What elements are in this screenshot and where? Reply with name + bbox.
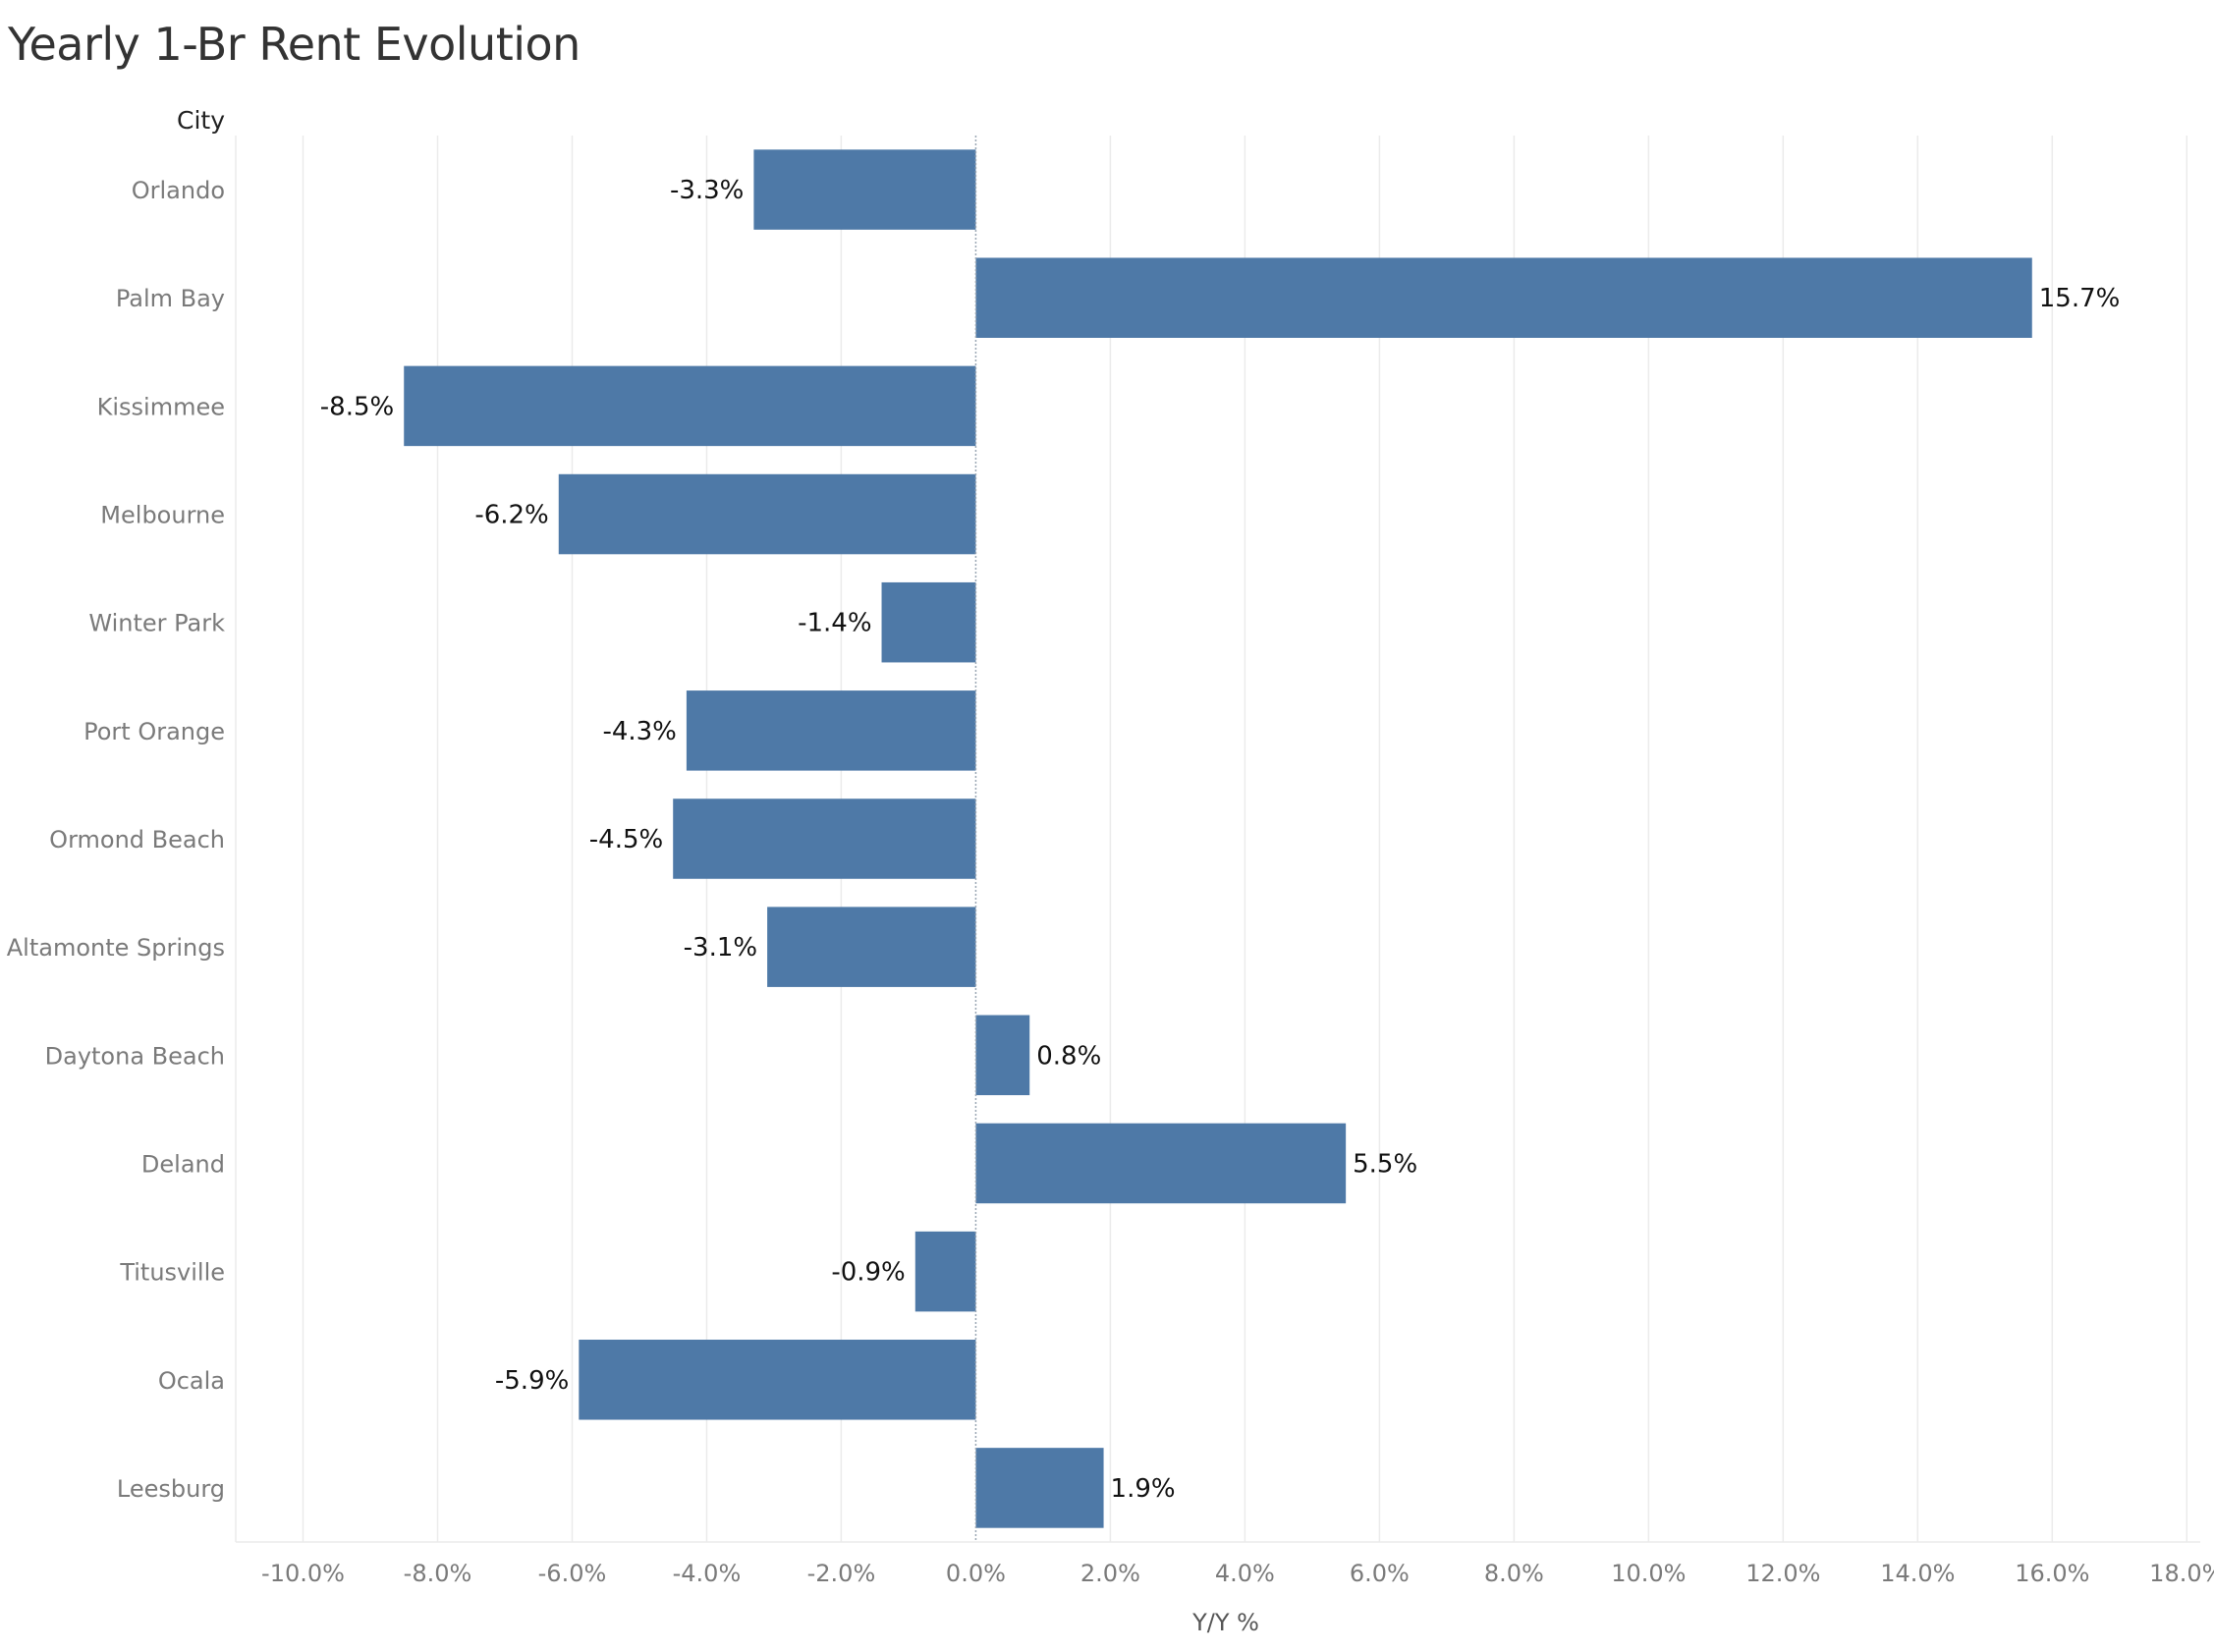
category-label: Orlando xyxy=(132,177,225,204)
x-tick-label: 14.0% xyxy=(1880,1560,1955,1587)
x-tick-label: 10.0% xyxy=(1611,1560,1686,1587)
category-label: Winter Park xyxy=(88,610,225,637)
bars xyxy=(404,149,2032,1528)
category-label: Melbourne xyxy=(100,502,225,529)
row-header: City xyxy=(177,106,225,135)
bar xyxy=(404,365,976,447)
data-label: -5.9% xyxy=(495,1366,569,1396)
x-tick-label: 6.0% xyxy=(1350,1560,1410,1587)
x-tick-label: 12.0% xyxy=(1745,1560,1820,1587)
data-label: 5.5% xyxy=(1353,1149,1417,1179)
data-label: -4.5% xyxy=(589,825,663,854)
gridlines xyxy=(235,136,2200,1543)
x-tick-label: -6.0% xyxy=(538,1560,607,1587)
data-label: -6.2% xyxy=(474,501,548,530)
bar xyxy=(881,581,976,663)
x-tick-label: -4.0% xyxy=(673,1560,742,1587)
data-label: -8.5% xyxy=(320,392,394,421)
bar xyxy=(558,473,976,555)
data-label: -1.4% xyxy=(798,609,871,638)
category-label: Port Orange xyxy=(83,718,225,745)
bar xyxy=(914,1231,976,1312)
x-tick-label: 18.0% xyxy=(2149,1560,2214,1587)
bar xyxy=(767,907,976,987)
x-tick-label: -10.0% xyxy=(261,1560,345,1587)
data-label: -3.1% xyxy=(684,933,757,963)
bar xyxy=(975,1123,1347,1204)
bar xyxy=(673,798,976,879)
x-tick-label: 4.0% xyxy=(1215,1560,1275,1587)
data-labels: -3.3% 15.7% -8.5% -6.2% -1.4% -4.3% -4.5% -3.1%… xyxy=(320,176,2121,1504)
category-label: Titusville xyxy=(119,1259,225,1287)
x-tick-label: -8.0% xyxy=(404,1560,472,1587)
category-label: Daytona Beach xyxy=(45,1042,225,1070)
x-tick-label: 0.0% xyxy=(946,1560,1006,1587)
bar xyxy=(579,1340,976,1420)
bar xyxy=(975,1448,1104,1528)
x-tick-label: 2.0% xyxy=(1080,1560,1140,1587)
x-axis-ticks: -10.0% -8.0% -6.0% -4.0% -2.0% 0.0% 2.0% 4.0% 6.… xyxy=(261,1560,2214,1587)
category-label: Palm Bay xyxy=(116,285,225,312)
x-axis-title: Y/Y % xyxy=(1191,1609,1259,1636)
data-label: 15.7% xyxy=(2039,284,2121,313)
bar xyxy=(975,257,2032,338)
category-label: Leesburg xyxy=(117,1475,225,1503)
category-label: Altamonte Springs xyxy=(7,934,225,962)
x-tick-label: 16.0% xyxy=(2015,1560,2089,1587)
data-label: 0.8% xyxy=(1036,1041,1101,1071)
x-tick-label: -2.0% xyxy=(807,1560,876,1587)
category-label: Ocala xyxy=(158,1367,225,1395)
data-label: -4.3% xyxy=(602,717,676,746)
category-label: Ormond Beach xyxy=(49,826,225,854)
data-label: -0.9% xyxy=(831,1258,905,1288)
x-tick-label: 8.0% xyxy=(1484,1560,1544,1587)
category-label: Kissimmee xyxy=(97,393,225,420)
bar xyxy=(753,149,976,230)
bar xyxy=(686,690,976,771)
data-label: -3.3% xyxy=(670,176,744,205)
category-label: Deland xyxy=(141,1150,225,1178)
category-labels: Orlando Palm Bay Kissimmee Melbourne Winter … xyxy=(7,177,225,1503)
chart-title: Yearly 1-Br Rent Evolution xyxy=(8,18,581,71)
bar xyxy=(975,1015,1030,1096)
data-label: 1.9% xyxy=(1111,1474,1176,1504)
